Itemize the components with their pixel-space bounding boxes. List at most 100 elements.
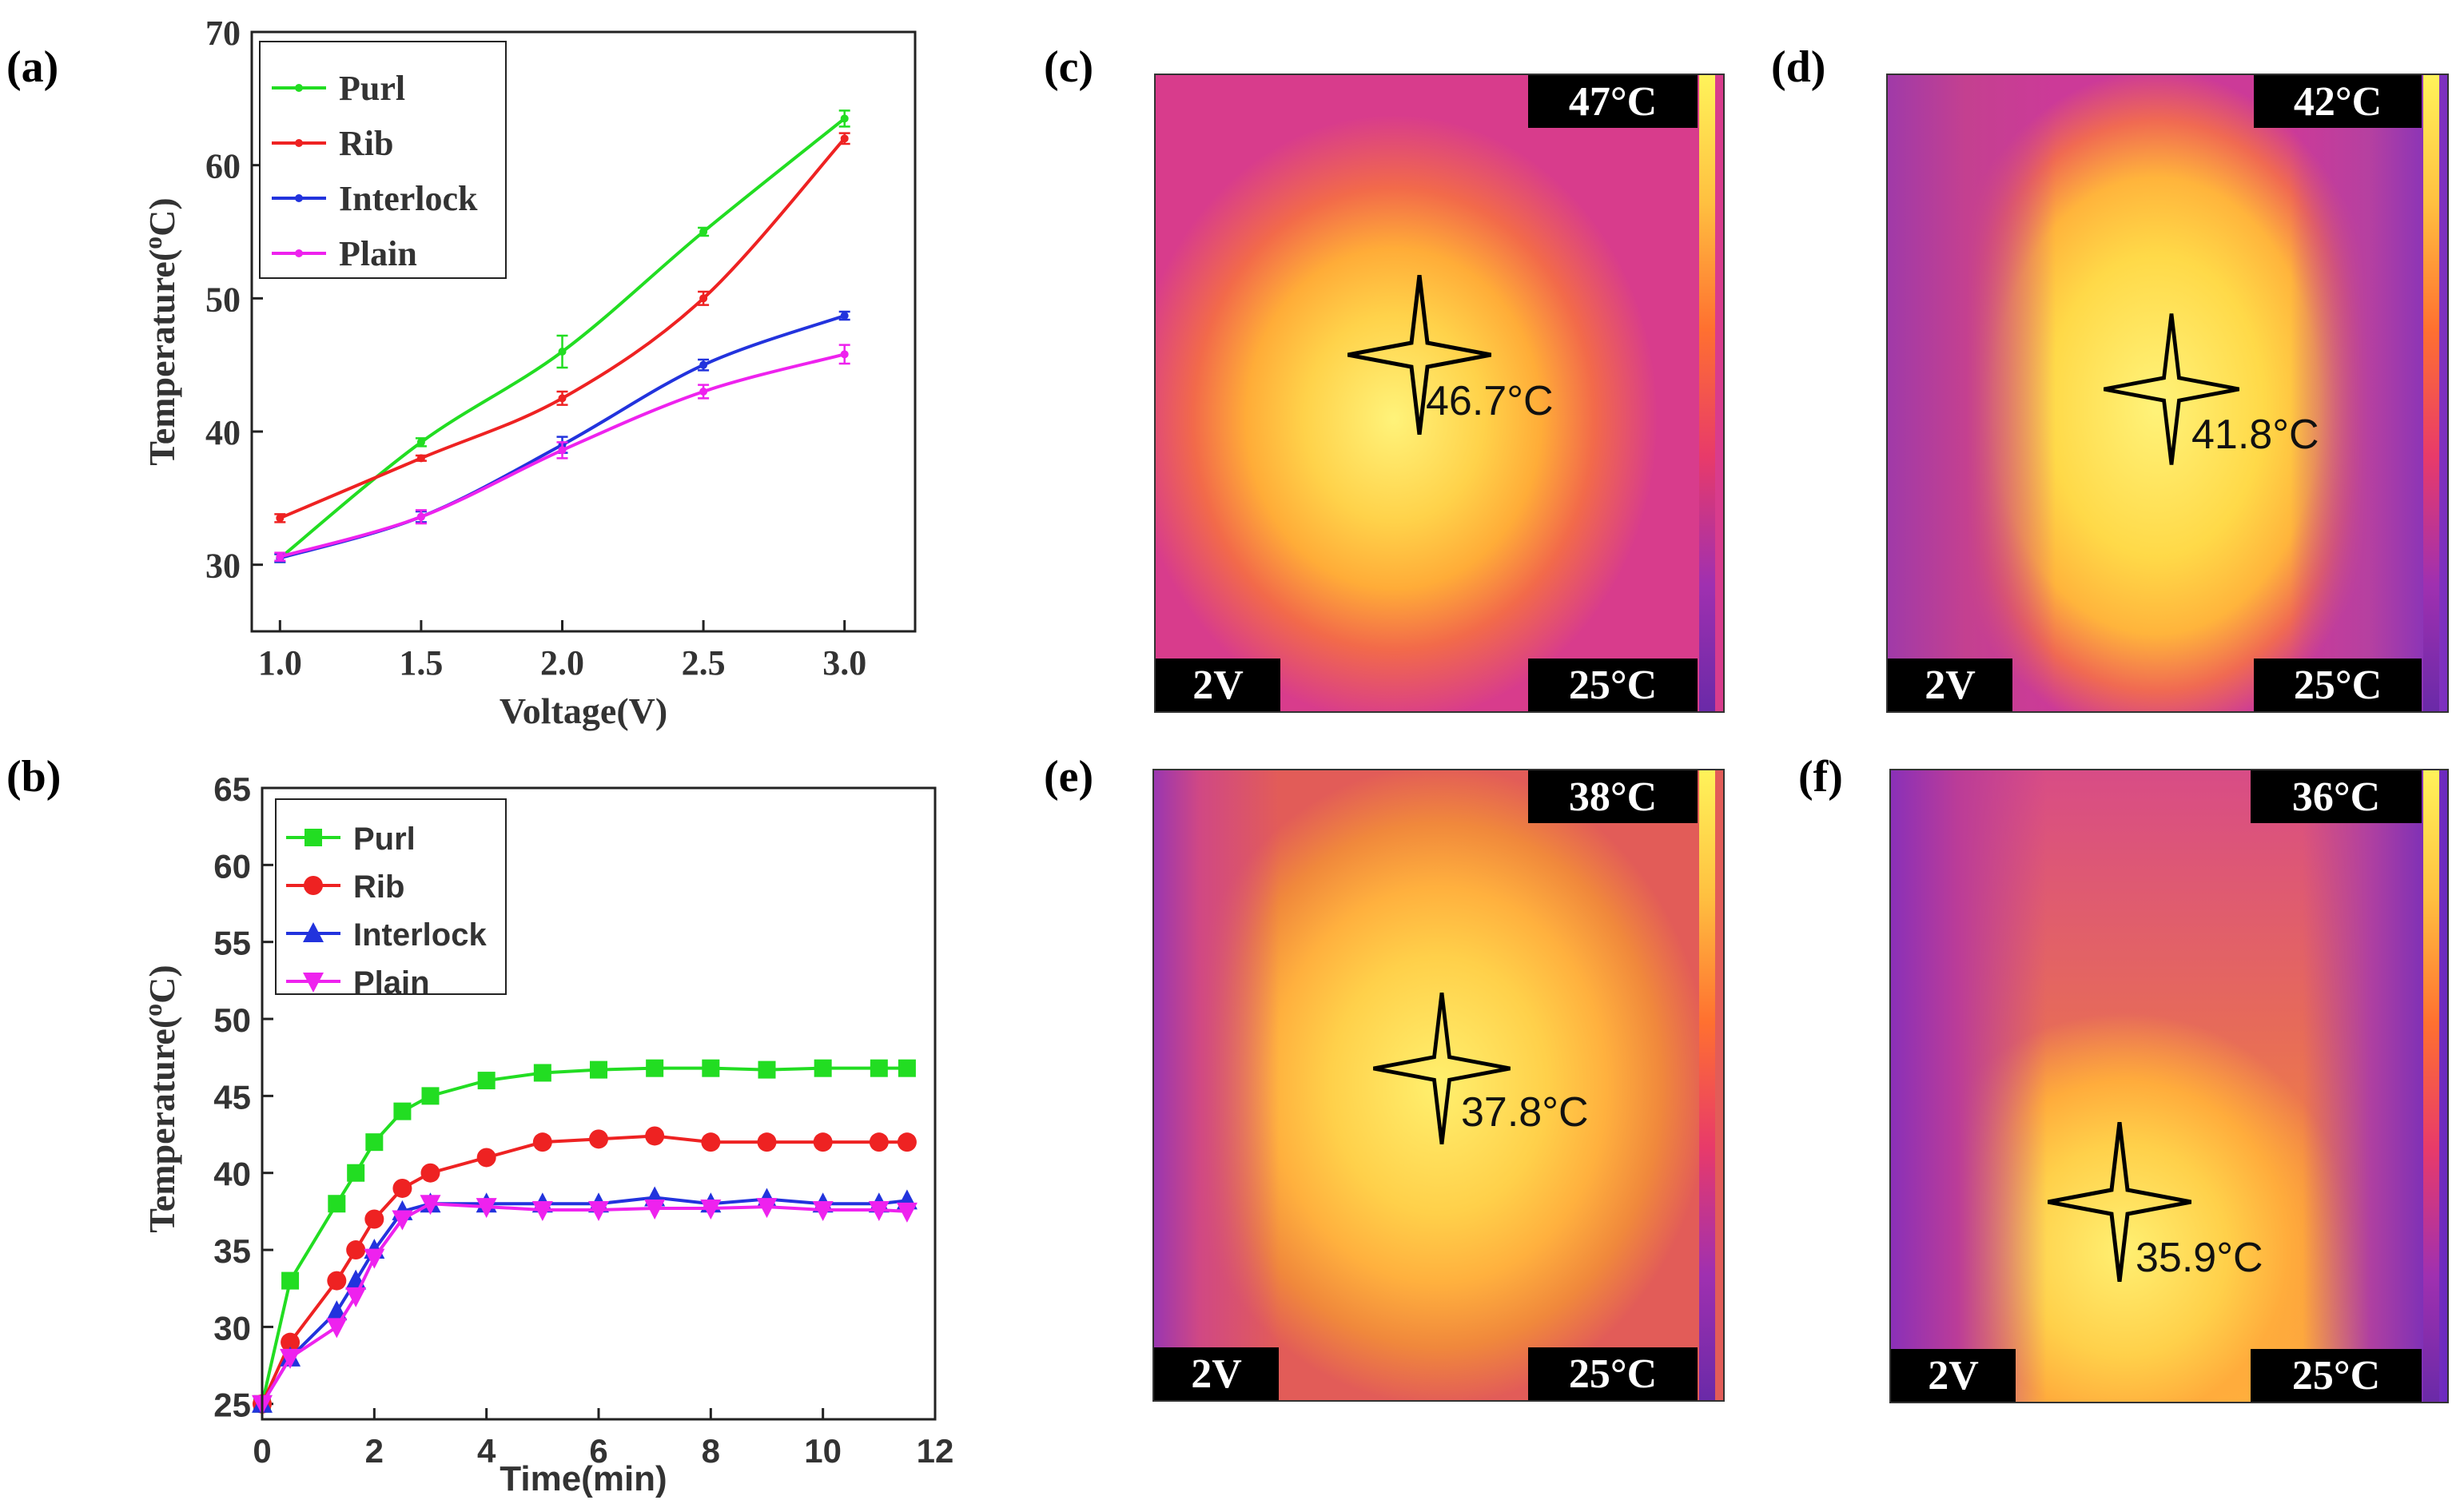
chart-b-ylabel: Temperature(oC) [138,965,182,1232]
panel-label-a: (a) [6,42,59,92]
chart-b-ytick-label: 65 [213,770,251,808]
thermal-image-c: 47°C 25°C 2V 46.7°C [1154,74,1725,713]
chart-a-point-rib [416,454,425,463]
chart-b-xtick-label: 12 [917,1432,954,1470]
chart-a-ytick-label: 50 [205,280,241,319]
chart-a-ylabel: Temperature(oC) [138,197,182,465]
chart-b-point-purl [702,1059,720,1077]
chart-a-point-rib [699,294,708,303]
chart-a-point-interlock [699,360,708,369]
chart-b-point-plain [476,1198,497,1219]
panel-label-f: (f) [1798,752,1843,802]
chart-a-legend-marker-purl [295,84,303,92]
chart-b-point-plain [345,1287,367,1307]
chart-a-legend-marker-plain [295,249,303,257]
panel-label-b: (b) [6,752,62,802]
chart-b-point-rib [589,1129,608,1149]
chart-b-point-purl [281,1271,300,1290]
chart-b-point-purl [328,1195,346,1213]
chart-a-xtick-label: 2.5 [682,643,726,682]
chart-b-point-rib [813,1132,833,1152]
chart-b-point-rib [869,1132,889,1152]
chart-b-xtick-label: 2 [365,1432,384,1470]
color-scale-bar [1699,75,1715,711]
panel-label-e: (e) [1044,752,1094,802]
chart-a-point-rib [276,514,285,523]
chart-a-frame [250,30,917,633]
chart-b-point-purl [393,1102,412,1120]
chart-b-point-purl [814,1059,832,1077]
chart-b-ytick-label: 35 [213,1232,251,1270]
chart-a-legend-label-purl: Purl [339,69,405,108]
chart-a-legend-label-interlock: Interlock [339,179,478,218]
chart-a-point-purl [558,348,567,356]
temp-reading: 35.9°C [2136,1235,2263,1281]
thermal-image-f: 36°C 25°C 2V 35.9°C [1889,769,2449,1403]
chart-b-point-purl [477,1072,496,1090]
chart-b-point-purl [421,1087,440,1105]
chart-b-point-plain [644,1200,666,1220]
chart-b-point-plain [392,1210,413,1231]
chart-b-point-rib [327,1271,347,1291]
chart-b-ytick-label: 45 [213,1078,251,1116]
chart-a-xtick-label: 3.0 [822,643,866,682]
chart-b-point-rib [757,1132,777,1152]
chart-b-point-rib [897,1132,917,1152]
chart-b-ytick-label: 40 [213,1156,251,1193]
chart-b-point-purl [758,1060,776,1079]
chart-a-ytick-label: 70 [205,14,241,53]
chart-a-xtick-label: 2.0 [540,643,584,682]
chart-a-xlabel: Voltage(V) [500,690,667,731]
chart-a-point-plain [416,512,425,521]
chart-a-ytick-label: 60 [205,147,241,186]
chart-b: 0 2 4 6 8 10 12 25 30 35 40 45 50 55 60 65 Purl Rib Inter… [138,770,954,1498]
chart-a-point-plain [840,350,849,359]
min-temp-label: 25°C [2251,1349,2422,1402]
chart-a-point-rib [558,394,567,403]
chart-a-point-plain [699,388,708,396]
chart-b-ytick-label: 55 [213,925,251,962]
chart-b-point-purl [365,1133,384,1152]
chart-b-series-line-plain [261,1202,908,1405]
chart-b-point-purl [347,1164,365,1182]
chart-b-series-line-interlock [261,1196,908,1405]
voltage-label: 2V [1888,659,2012,711]
chart-a-xtick-label: 1.5 [399,643,443,682]
chart-b-legend-marker-interlock [303,922,324,942]
min-temp-label: 25°C [1528,659,1698,711]
chart-b-point-plain [868,1200,890,1221]
chart-b-legend-marker-purl [305,829,322,846]
min-temp-label: 25°C [2254,659,2422,711]
chart-a-legend-marker-interlock [295,194,303,202]
chart-b-ytick-label: 60 [213,847,251,885]
chart-b-point-plain [896,1202,918,1223]
chart-b-legend-label-purl: Purl [353,822,416,857]
thermal-image-e: 38°C 25°C 2V 37.8°C [1152,769,1725,1402]
chart-b-xtick-label: 0 [253,1432,271,1470]
chart-a-ytick-label: 40 [205,413,241,452]
chart-b-series-line-rib [261,1134,907,1405]
chart-a-xtick-label: 1.0 [258,643,302,682]
chart-b-legend-label-plain: Plain [353,965,430,1001]
chart-a-point-purl [416,438,425,447]
chart-b-point-rib [281,1332,301,1352]
temp-reading: 37.8°C [1461,1089,1589,1136]
chart-b-point-plain [364,1248,385,1269]
chart-b-point-rib [701,1132,721,1152]
chart-b-point-rib [346,1240,366,1260]
chart-b-legend-label-rib: Rib [353,869,404,905]
chart-b-series-line-purl [261,1066,907,1405]
temp-reading: 46.7°C [1426,378,1554,424]
panel-label-c: (c) [1044,42,1094,92]
chart-b-xtick-label: 4 [477,1432,496,1470]
chart-a-point-plain [276,552,285,561]
chart-b-point-rib [392,1178,412,1198]
chart-a-legend: Purl Rib Interlock Plain [259,41,507,279]
chart-b-point-purl [533,1064,551,1082]
chart-b-point-plain [326,1318,348,1339]
chart-a-point-rib [840,134,849,143]
chart-b-point-plain [588,1200,609,1221]
voltage-label: 2V [1154,1347,1279,1400]
color-scale-bar [1699,770,1715,1400]
min-temp-label: 25°C [1528,1347,1698,1400]
